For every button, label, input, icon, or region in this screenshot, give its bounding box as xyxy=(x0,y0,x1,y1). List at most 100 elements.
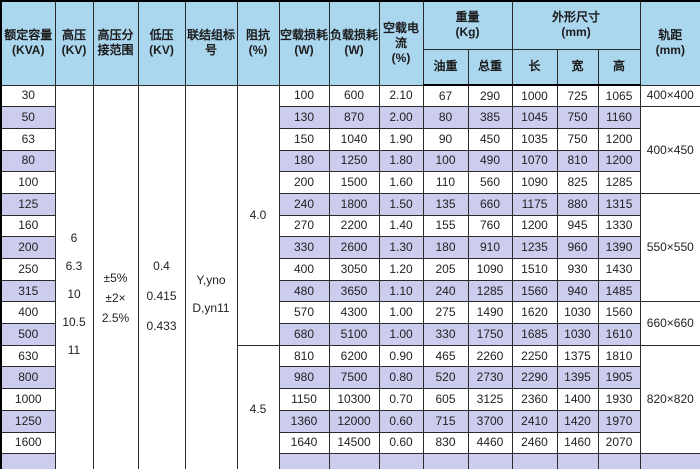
cell-oil-weight: 830 xyxy=(422,431,469,455)
cell-no-load-loss: 680 xyxy=(278,323,330,346)
cell-length: 2290 xyxy=(511,366,558,390)
cell-impedance-lower: 4.5 xyxy=(236,344,280,469)
cell-oil-weight: 240 xyxy=(422,279,469,303)
header-length: 长 xyxy=(511,48,558,86)
table-row: 200 330 2600 1.30 180 910 1235 960 1390 xyxy=(0,236,700,259)
cell-width: 1395 xyxy=(556,366,599,390)
cell-load-loss: 2600 xyxy=(328,236,380,259)
cell-width: 750 xyxy=(556,127,599,151)
cell-height: 1330 xyxy=(597,214,641,238)
cell-height: 1485 xyxy=(597,279,641,303)
cell-load-loss: 12000 xyxy=(328,409,380,433)
cell-no-load-loss: 200 xyxy=(278,171,330,194)
header-width: 宽 xyxy=(556,48,599,86)
cell-width: 945 xyxy=(556,214,599,238)
cell-width: 930 xyxy=(556,258,599,281)
cell-capacity: 400 xyxy=(0,301,56,325)
table-row: 160 270 2200 1.40 155 760 1200 945 1330 xyxy=(0,214,700,238)
cell-oil-weight: 180 xyxy=(422,236,469,259)
cell-load-loss: 3650 xyxy=(328,279,380,303)
cell-capacity: 100 xyxy=(0,171,56,194)
cell-no-load-loss: 400 xyxy=(278,258,330,281)
cell-load-loss xyxy=(328,453,380,469)
cell-load-loss: 1040 xyxy=(328,127,380,151)
table-row: 800 980 7500 0.80 520 2730 2290 1395 190… xyxy=(0,366,700,390)
cell-no-load-loss: 240 xyxy=(278,192,330,216)
cell-total-weight: 760 xyxy=(467,214,513,238)
cell-oil-weight: 520 xyxy=(422,366,469,390)
cell-no-load-current: 1.00 xyxy=(378,301,424,325)
cell-length: 1685 xyxy=(511,323,558,346)
cell-height: 1200 xyxy=(597,127,641,151)
cell-capacity: 30 xyxy=(0,84,56,108)
cell-no-load-current xyxy=(378,453,424,469)
header-height: 高 xyxy=(597,48,641,86)
cell-capacity: 63 xyxy=(0,127,56,151)
cell-capacity: 315 xyxy=(0,279,56,303)
cell-gauge: 400×450 xyxy=(639,106,700,194)
cell-length: 1620 xyxy=(511,301,558,325)
cell-total-weight: 385 xyxy=(467,106,513,129)
cell-no-load-loss xyxy=(278,453,330,469)
header-no-load-current: 空载电 流 (%) xyxy=(378,0,424,86)
header-impedance: 阻抗 (%) xyxy=(236,0,280,86)
cell-gauge: 820×820 xyxy=(639,344,700,455)
header-capacity: 额定容量 (KVA) xyxy=(0,0,56,86)
cell-capacity: 800 xyxy=(0,366,56,390)
cell-gauge xyxy=(639,453,700,469)
header-row-main: 额定容量 (KVA) 高压 (KV) 高压分 接范围 低压 (KV) 联结组标 … xyxy=(0,0,700,86)
cell-oil-weight: 67 xyxy=(422,84,469,108)
cell-height: 1970 xyxy=(597,409,641,433)
table-row: 30 6 6.3 10 10.5 11 ±5% ±2× 2.5% 0.4 0.4… xyxy=(0,84,700,469)
cell-load-loss: 6200 xyxy=(328,344,380,368)
cell-total-weight: 4460 xyxy=(467,431,513,455)
cell-height: 1065 xyxy=(597,84,641,108)
cell-no-load-loss: 1640 xyxy=(278,431,330,455)
cell-load-loss: 10300 xyxy=(328,388,380,411)
cell-no-load-loss: 1360 xyxy=(278,409,330,433)
cell-tap-values: ±5% ±2× 2.5% xyxy=(92,84,139,469)
cell-no-load-current: 1.40 xyxy=(378,214,424,238)
cell-total-weight: 2260 xyxy=(467,344,513,368)
cell-height: 1810 xyxy=(597,344,641,368)
cell-oil-weight: 715 xyxy=(422,409,469,433)
cell-oil-weight: 100 xyxy=(422,149,469,173)
cell-hv-values: 6 6.3 10 10.5 11 xyxy=(54,84,94,469)
cell-no-load-loss: 270 xyxy=(278,214,330,238)
cell-no-load-loss: 330 xyxy=(278,236,330,259)
cell-height: 1285 xyxy=(597,171,641,194)
cell-oil-weight: 80 xyxy=(422,106,469,129)
cell-no-load-current: 0.90 xyxy=(378,344,424,368)
cell-capacity: 200 xyxy=(0,236,56,259)
cell-total-weight: 3125 xyxy=(467,388,513,411)
cell-oil-weight: 205 xyxy=(422,258,469,281)
cell-width xyxy=(556,453,599,469)
cell-length: 2460 xyxy=(511,431,558,455)
cell-capacity: 1000 xyxy=(0,388,56,411)
cell-oil-weight: 110 xyxy=(422,171,469,194)
cell-no-load-current: 1.00 xyxy=(378,323,424,346)
cell-capacity: 80 xyxy=(0,149,56,173)
cell-oil-weight: 605 xyxy=(422,388,469,411)
cell-capacity: 630 xyxy=(0,344,56,368)
header-hv: 高压 (KV) xyxy=(54,0,94,86)
table-row: 100 200 1500 1.60 110 560 1090 825 1285 xyxy=(0,171,700,194)
cell-total-weight: 560 xyxy=(467,171,513,194)
cell-no-load-loss: 810 xyxy=(278,344,330,368)
cell-oil-weight: 155 xyxy=(422,214,469,238)
cell-capacity: 250 xyxy=(0,258,56,281)
cell-load-loss: 1800 xyxy=(328,192,380,216)
cell-width: 825 xyxy=(556,171,599,194)
cell-no-load-current: 1.10 xyxy=(378,279,424,303)
cell-length: 1070 xyxy=(511,149,558,173)
cell-load-loss: 4300 xyxy=(328,301,380,325)
cell-no-load-current: 0.60 xyxy=(378,431,424,455)
cell-no-load-loss: 130 xyxy=(278,106,330,129)
cell-total-weight: 2730 xyxy=(467,366,513,390)
cell-height: 1905 xyxy=(597,366,641,390)
cell-length: 2250 xyxy=(511,344,558,368)
cell-no-load-loss: 480 xyxy=(278,279,330,303)
cell-no-load-current: 0.70 xyxy=(378,388,424,411)
